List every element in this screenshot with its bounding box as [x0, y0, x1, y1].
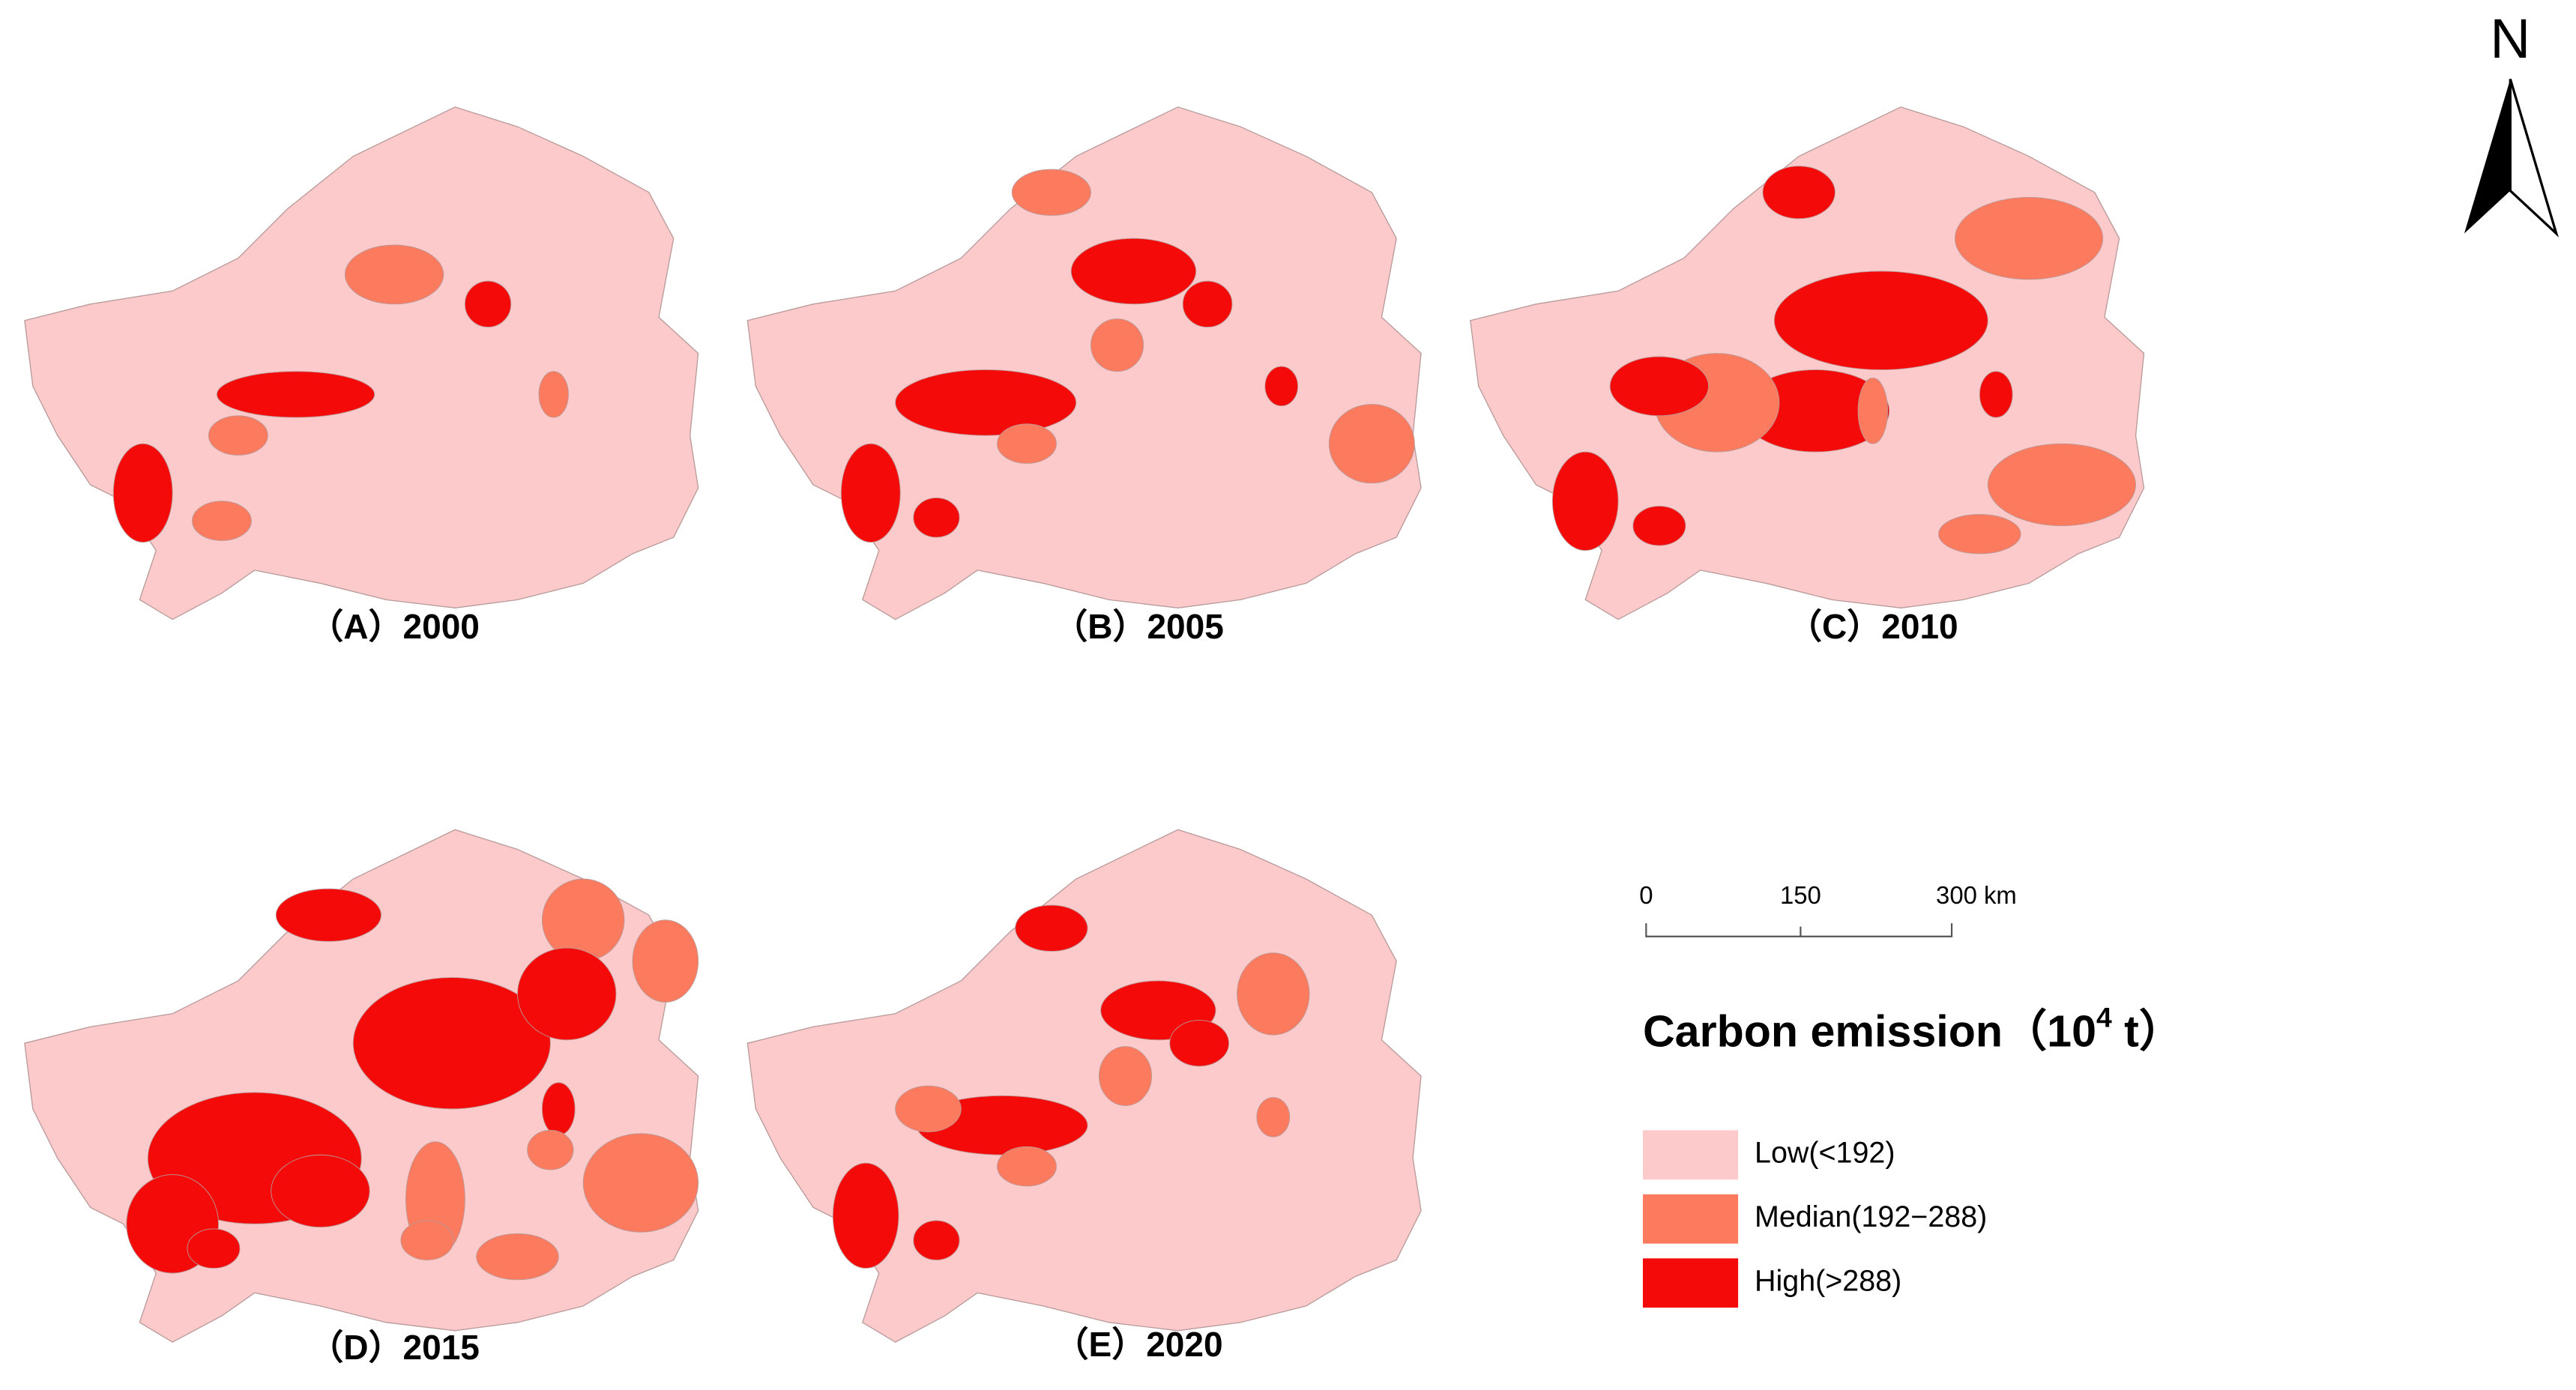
high-emission-area [352, 977, 551, 1110]
high-emission-area [464, 280, 512, 327]
province-outline [746, 829, 1422, 1343]
high-emission-area [1264, 366, 1299, 407]
panel-label: （A）2000 [309, 607, 480, 646]
legend-label: Low(<192) [1755, 1137, 1895, 1170]
high-emission-area [895, 369, 1077, 436]
map-panel [24, 106, 699, 620]
high-emission-area [913, 1220, 960, 1260]
high-emission-area [1979, 371, 2013, 418]
high-emission-area [517, 947, 617, 1041]
high-emission-area [1182, 280, 1233, 327]
high-emission-area [840, 443, 901, 543]
high-emission-area [271, 1154, 370, 1228]
median-emission-area [541, 878, 625, 962]
north-arrow-left [2464, 79, 2511, 234]
median-emission-area [895, 1085, 962, 1133]
median-emission-area [344, 244, 444, 305]
median-emission-area [1857, 378, 1889, 444]
legend-title-text: Carbon emission（10 [1643, 1006, 2096, 1057]
high-emission-area [275, 888, 381, 942]
high-emission-area [913, 498, 960, 538]
median-emission-area [476, 1233, 559, 1281]
high-emission-area [832, 1162, 899, 1269]
panel-label: （C）2010 [1788, 607, 1958, 646]
median-emission-area [632, 919, 699, 1003]
median-emission-area [1954, 196, 2104, 280]
high-emission-area [1632, 505, 1686, 546]
legend-swatch [1642, 1258, 1739, 1308]
legend-label: High(>288) [1755, 1265, 1901, 1298]
scale-label: 150 [1780, 881, 1821, 909]
high-emission-area [1609, 356, 1710, 417]
high-emission-area [112, 443, 173, 543]
panel-label: （E）2020 [1054, 1325, 1222, 1364]
median-emission-area [997, 423, 1057, 464]
median-emission-area [1098, 1046, 1153, 1106]
scale-bar: 0 150 300 km [1639, 881, 2017, 937]
high-emission-area [1762, 166, 1836, 220]
high-emission-area [1773, 271, 1988, 370]
north-label: N [2490, 7, 2530, 70]
north-arrow-right [2509, 79, 2559, 238]
median-emission-area [1987, 443, 2136, 527]
map-panel [1470, 106, 2145, 620]
high-emission-area [216, 371, 375, 418]
median-emission-area [1938, 513, 2021, 555]
high-emission-area [1551, 451, 1619, 552]
median-emission-area [997, 1146, 1057, 1187]
scale-label: 0 [1639, 881, 1653, 909]
median-emission-area [400, 1220, 454, 1260]
high-emission-area [1070, 238, 1197, 305]
legend-swatch [1642, 1194, 1739, 1244]
median-emission-area [1011, 169, 1091, 216]
legend-title-end: t） [2112, 1006, 2183, 1057]
median-emission-area [192, 501, 252, 541]
high-emission-area [187, 1228, 241, 1269]
scale-line [1645, 923, 1953, 937]
legend-label: Median(192−288) [1755, 1200, 1987, 1233]
median-emission-area [1091, 318, 1144, 372]
high-emission-area [1169, 1020, 1230, 1067]
legend-title-sup: 4 [2096, 1001, 2112, 1033]
median-emission-area [208, 415, 268, 456]
median-emission-area [527, 1129, 574, 1170]
map-panel [24, 829, 699, 1343]
panel-label: （D）2015 [309, 1328, 480, 1367]
high-emission-area [1015, 904, 1088, 952]
province-outline [24, 106, 699, 620]
median-emission-area [538, 371, 569, 418]
map-panel [746, 829, 1422, 1343]
high-emission-area [541, 1082, 576, 1136]
province-outline [746, 106, 1422, 620]
panel-label: （B）2005 [1053, 607, 1224, 646]
panels: （A）2000 （B）2005 （C）2010 （D）2015 （E）2020 [24, 106, 2145, 1367]
median-emission-area [582, 1133, 699, 1233]
median-emission-area [1256, 1097, 1291, 1137]
median-emission-area [1328, 404, 1415, 484]
scale-label: 300 km [1936, 881, 2017, 909]
legend: Low(<192) Median(192−288) High(>288) [1642, 1130, 1987, 1308]
legend-title: Carbon emission（104 t） [1643, 1001, 2183, 1056]
median-emission-area [1237, 952, 1310, 1036]
map-panel [746, 106, 1422, 620]
legend-swatch [1642, 1130, 1739, 1180]
